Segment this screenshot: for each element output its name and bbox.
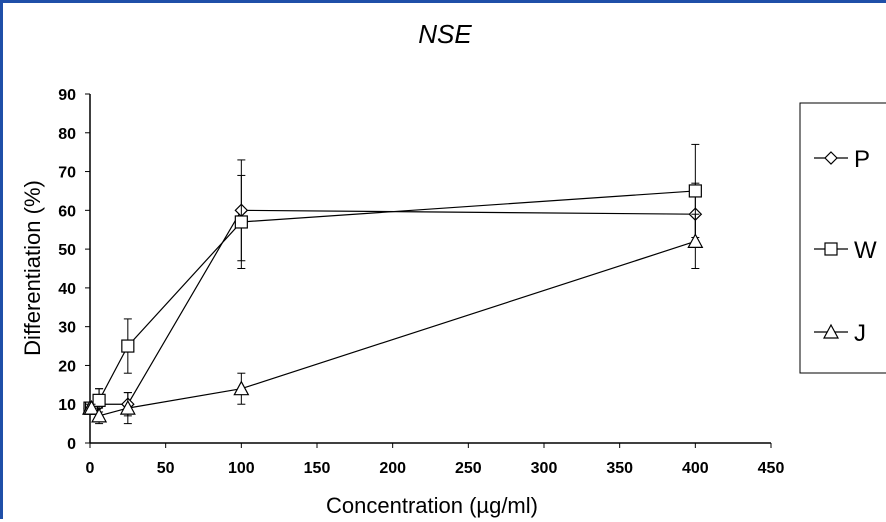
y-tick-label: 20 xyxy=(58,358,76,375)
x-tick-label: 300 xyxy=(531,460,558,477)
x-tick-label: 400 xyxy=(682,460,709,477)
series-line-P xyxy=(90,209,696,409)
legend-marker-P xyxy=(824,151,838,165)
x-tick-label: 0 xyxy=(86,460,95,477)
data-point-J xyxy=(687,233,704,248)
chart-svg: NSE 0 10 20 30 40 50 60 70 80 90 0 50 100 150 200 250 30… xyxy=(20,19,886,518)
y-axis-label: Differentiation (%) xyxy=(20,180,45,356)
legend-item-J: J xyxy=(814,320,866,347)
axes: 0 10 20 30 40 50 60 70 80 90 0 50 100 150 200 250 300 350… xyxy=(58,87,784,477)
x-tick-label: 350 xyxy=(606,460,633,477)
y-tick-label: 50 xyxy=(58,242,76,259)
legend: P W J xyxy=(799,102,886,374)
data-point-J xyxy=(91,407,108,423)
y-tick-label: 60 xyxy=(58,203,76,220)
chart-title: NSE xyxy=(418,19,472,49)
legend-item-P: P xyxy=(814,146,870,173)
y-tick-label: 90 xyxy=(58,87,76,104)
x-tick-label: 250 xyxy=(455,460,482,477)
data-point-W xyxy=(688,184,702,198)
y-tick-label: 70 xyxy=(58,165,76,182)
legend-marker-W xyxy=(824,242,838,256)
legend-marker-J xyxy=(822,323,840,339)
data-point-J xyxy=(119,399,136,415)
legend-label: J xyxy=(854,320,866,347)
x-tick-label: 50 xyxy=(157,460,175,477)
series-W xyxy=(83,143,702,415)
x-tick-label: 450 xyxy=(758,460,785,477)
legend-item-W: W xyxy=(814,237,877,264)
y-tick-label: 30 xyxy=(58,320,76,337)
series-layer xyxy=(81,143,704,425)
data-point-W xyxy=(234,215,248,229)
legend-label: P xyxy=(854,146,870,173)
y-tick-label: 0 xyxy=(67,436,76,453)
legend-box xyxy=(799,102,886,374)
series-P xyxy=(83,159,703,421)
x-tick-label: 200 xyxy=(379,460,406,477)
data-point-J xyxy=(83,399,100,415)
data-point-J xyxy=(233,380,250,396)
series-line-W xyxy=(90,190,696,409)
x-tick-label: 150 xyxy=(304,460,331,477)
data-point-W xyxy=(92,393,106,407)
y-tick-label: 40 xyxy=(58,281,76,298)
data-point-W xyxy=(121,339,135,353)
series-J xyxy=(81,213,704,425)
x-axis-label: Concentration (µg/ml) xyxy=(326,493,538,518)
legend-label: W xyxy=(854,237,877,264)
series-line-J xyxy=(90,240,696,417)
y-tick-label: 80 xyxy=(58,126,76,143)
x-tick-label: 100 xyxy=(228,460,255,477)
y-tick-label: 10 xyxy=(58,397,76,414)
